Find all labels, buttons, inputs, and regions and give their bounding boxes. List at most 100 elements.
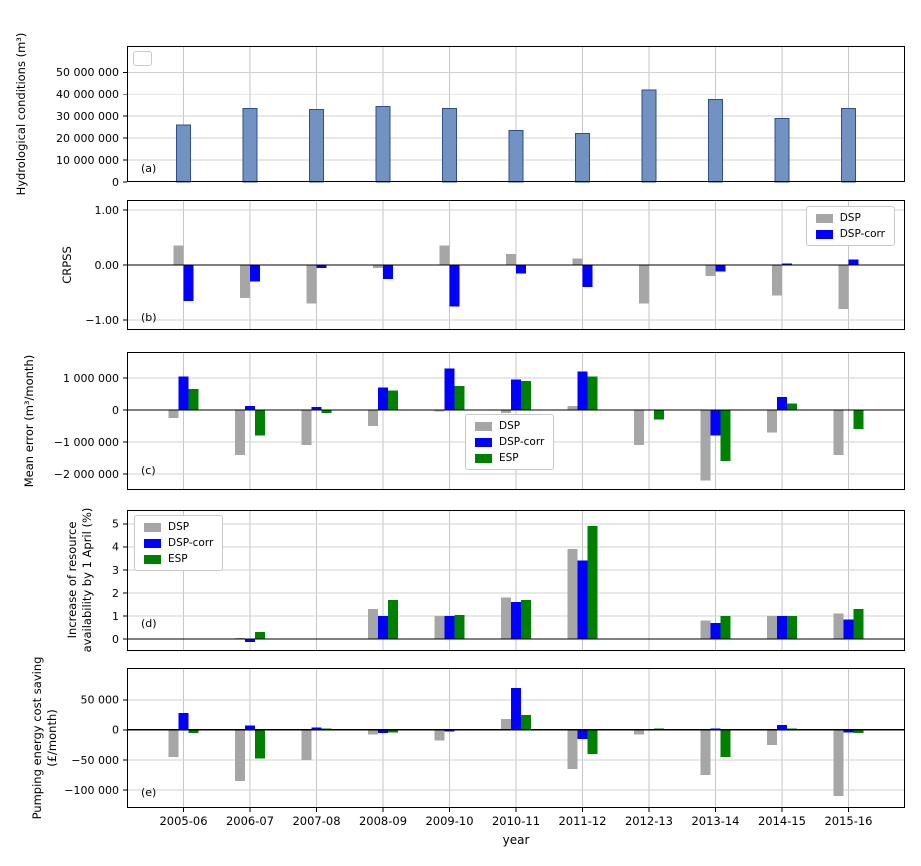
bar-c-ESP-2007-08 — [321, 410, 332, 414]
bar-e-ESP-2014-15 — [787, 728, 797, 730]
x-tick-label: 2006-07 — [226, 814, 274, 828]
bar-c-ESP-2012-13 — [654, 410, 664, 420]
legend-label-DSP: DSP — [168, 521, 190, 533]
y-tick-label: 4 — [112, 541, 119, 554]
bar-d-ESP-2010-11 — [521, 599, 531, 640]
panel-e-plot: −100 000 −50 000 0 50 000 (e) 2005-06 2006-07 2… — [64, 668, 905, 828]
y-axis-title-mean-error: Mean error (m³/month) — [22, 354, 36, 488]
bar-b-DSP-corr-2009-10 — [449, 265, 460, 307]
y-axis-title-pumping-cost-saving: Pumping energy cost saving (£/month) — [30, 656, 59, 820]
bar-e-DSP-corr-2014-15 — [777, 725, 787, 730]
bar-d-DSP-corr-2015-16 — [843, 619, 854, 639]
bar-d-DSP-corr-2010-11 — [511, 602, 521, 640]
bar-e-ESP-2011-12 — [587, 729, 598, 754]
bar-e-DSP-2010-11 — [501, 719, 511, 730]
bar-b-DSP-2006-07 — [240, 265, 250, 299]
bar-c-DSP-2013-14 — [700, 410, 711, 481]
bar-e-DSP-2014-15 — [767, 729, 777, 745]
bar-d-DSP-corr-2014-15 — [777, 616, 787, 639]
y-tick-label: 0 — [112, 176, 119, 189]
bar-a-hydrological-conditions-2014-15 — [774, 117, 790, 183]
axes-border — [127, 200, 905, 330]
panel-b-plot: −1.00 0.00 1.00 (b) — [85, 200, 905, 330]
panel-annotation-c: (c) — [141, 464, 156, 477]
bar-a-hydrological-conditions-2007-08 — [309, 109, 324, 183]
y-tick-label: −50 000 — [71, 754, 119, 767]
legend-swatch-DSP — [815, 213, 833, 223]
bar-c-DSP-corr-2011-12 — [577, 371, 588, 410]
bar-c-ESP-2011-12 — [587, 376, 598, 410]
legend-item-DSP-corr: DSP-corr — [815, 228, 885, 240]
bar-d-DSP-corr-2008-09 — [378, 616, 388, 639]
y-tick-label: 0 — [112, 633, 119, 646]
bar-c-DSP-2006-07 — [235, 410, 245, 455]
y-tick-label: 50 000 000 — [56, 66, 119, 79]
bar-b-DSP-corr-2006-07 — [250, 265, 260, 282]
y-tick-label: 1 — [112, 610, 119, 623]
y-tick-label: 0 — [112, 724, 119, 737]
x-tick-label: 2008-09 — [359, 814, 407, 828]
bar-a-hydrological-conditions-2009-10 — [442, 108, 457, 183]
axes-border — [127, 668, 905, 808]
bar-d-DSP-corr-2011-12 — [577, 560, 588, 639]
bar-a-hydrological-conditions-2011-12 — [575, 133, 590, 183]
y-tick-label: −100 000 — [64, 784, 119, 797]
bar-e-ESP-2008-09 — [388, 729, 398, 733]
bar-a-hydrological-conditions-2015-16 — [841, 108, 856, 183]
bar-c-DSP-corr-2009-10 — [444, 368, 455, 410]
panel-a-plot: 0 10 000 000 20 000 000 30 000 000 40 000 00… — [56, 46, 905, 189]
bar-c-DSP-2014-15 — [767, 410, 777, 433]
y-tick-label: −1 000 000 — [54, 436, 119, 449]
y-tick-label: 1 000 000 — [63, 372, 119, 385]
x-tick-label: 2012-13 — [625, 814, 673, 828]
bar-c-ESP-2013-14 — [720, 410, 731, 462]
bar-b-DSP-2011-12 — [572, 258, 583, 265]
x-tick-label: 2009-10 — [425, 814, 473, 828]
bar-e-ESP-2013-14 — [720, 729, 731, 757]
y-tick-label: −2 000 000 — [54, 468, 119, 481]
bar-c-ESP-2010-11 — [521, 381, 531, 410]
bar-c-DSP-corr-2014-15 — [777, 397, 787, 410]
legend-swatch-ESP — [144, 554, 161, 564]
bar-c-DSP-2011-12 — [567, 406, 578, 410]
bar-e-DSP-2008-09 — [368, 729, 378, 735]
bar-d-ESP-2011-12 — [587, 526, 598, 639]
bar-e-DSP-2009-10 — [434, 729, 445, 741]
legend-d: DSP DSP-corr ESP — [134, 515, 224, 571]
legend-item-DSP: DSP — [815, 212, 885, 224]
bar-c-ESP-2008-09 — [388, 390, 398, 410]
bar-b-DSP-corr-2011-12 — [582, 265, 593, 287]
bar-a-hydrological-conditions-2010-11 — [508, 130, 524, 183]
bar-d-ESP-2008-09 — [388, 599, 398, 640]
legend-label-DSP: DSP — [839, 212, 861, 224]
legend-label-DSP-corr: DSP-corr — [839, 228, 885, 240]
bar-e-DSP-2005-06 — [168, 729, 179, 757]
y-tick-label: 20 000 000 — [56, 132, 119, 145]
bar-b-DSP-corr-2010-11 — [516, 265, 526, 274]
bar-b-DSP-corr-2015-16 — [848, 259, 859, 265]
bar-c-DSP-corr-2008-09 — [378, 387, 388, 410]
bar-e-DSP-corr-2009-10 — [444, 729, 455, 732]
y-tick-label: 10 000 000 — [56, 154, 119, 167]
bar-d-DSP-2013-14 — [700, 620, 711, 639]
bar-d-ESP-2009-10 — [454, 614, 465, 639]
panel-annotation-d: (d) — [141, 617, 157, 630]
bar-c-DSP-2010-11 — [501, 410, 511, 414]
legend-c: DSP DSP-corr ESP — [465, 414, 555, 470]
bar-b-DSP-2014-15 — [772, 265, 782, 296]
y-tick-label: −1.00 — [85, 314, 119, 327]
bar-d-DSP-2010-11 — [501, 597, 511, 639]
y-tick-label: 50 000 — [81, 694, 120, 707]
bar-e-ESP-2015-16 — [853, 729, 864, 733]
bar-c-DSP-corr-2006-07 — [245, 406, 255, 410]
bar-c-DSP-corr-2010-11 — [511, 379, 521, 410]
axes-border — [127, 352, 905, 490]
bar-e-DSP-corr-2007-08 — [311, 727, 322, 730]
legend-swatch-DSP — [144, 522, 161, 532]
bar-d-DSP-corr-2006-07 — [245, 639, 255, 642]
legend-swatch-ESP — [475, 453, 492, 463]
bar-c-DSP-corr-2007-08 — [311, 406, 322, 410]
axes-border — [127, 510, 905, 651]
bar-b-DSP-corr-2007-08 — [316, 265, 327, 268]
